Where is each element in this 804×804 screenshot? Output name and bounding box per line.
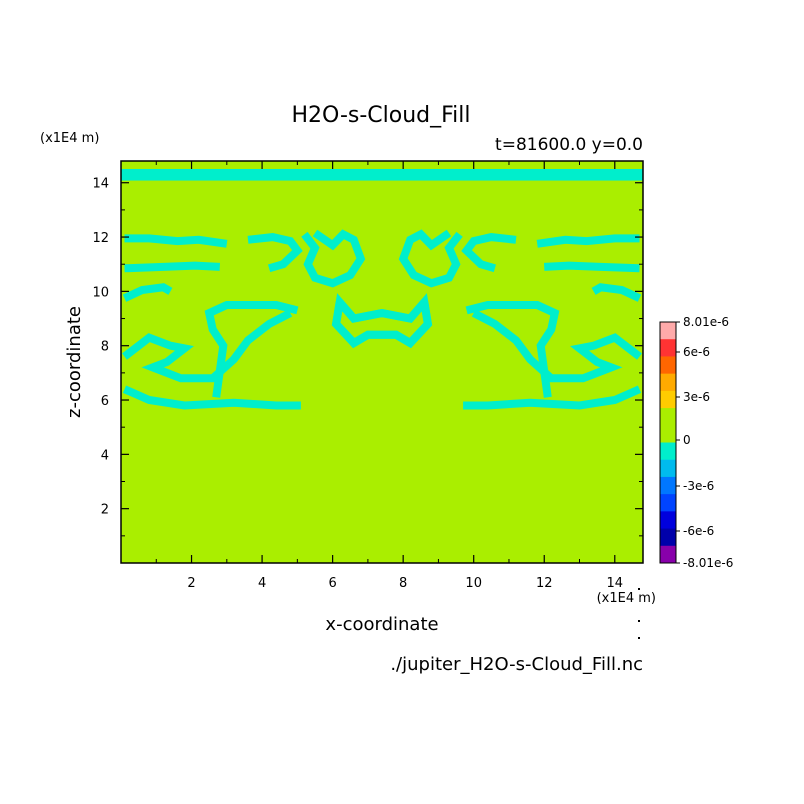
y-tick-label: 6 [101,394,109,409]
field-feature-contour [301,229,366,288]
y-axis-ticks: 2 4 6 8 10 12 14 [92,177,643,537]
field-feature-contour [331,293,433,349]
corner-dot [638,588,640,590]
field-feature-contour [398,229,463,288]
colorbar-swatch [660,545,676,564]
field-feature-contour [591,283,642,302]
field-feature-contour [247,233,303,273]
colorbar-swatch [660,390,676,409]
colorbar-tick-label: 6e-6 [683,345,710,359]
y-tick-label: 8 [101,340,109,355]
y-tick-label: 12 [92,231,109,246]
colorbar-swatch [660,528,676,547]
x-tick-label: 10 [465,576,482,591]
colorbar-tick-label: 3e-6 [683,390,710,404]
field-feature-contour [124,261,221,273]
colorbar-swatch [660,373,676,392]
field-feature-contour [465,301,560,398]
chart-subtitle: t=81600.0 y=0.0 [495,135,643,155]
corner-dot [638,620,640,622]
colorbar-swatch [660,356,676,375]
colorbar-swatch [660,494,676,512]
field-feature-contour [461,233,517,273]
colorbar-swatch [660,476,676,495]
field-feature-contour [543,261,640,273]
x-tick-label: 8 [399,576,407,591]
field-feature-contour [122,385,301,410]
field-feature-contour [204,301,299,398]
corner-dots [638,588,640,639]
field-feature-contour [124,234,228,248]
field-feature-contour [122,283,173,302]
x-tick-label: 2 [187,576,195,591]
corner-dot [638,637,640,639]
y-unit-label: (x1E4 m) [40,131,99,146]
x-tick-label: 14 [607,576,624,591]
y-tick-label: 2 [101,503,109,518]
colorbar-swatch [660,425,676,443]
y-tick-label: 4 [101,448,109,463]
field-feature-contour [122,309,293,383]
x-unit-label: (x1E4 m) [597,591,656,606]
colorbar-swatch [660,322,676,340]
chart-title: H2O-s-Cloud_Fill [291,103,470,128]
colorbar-swatch [660,511,676,530]
colorbar-swatch [660,459,676,478]
colorbar-tick-label: -6e-6 [683,524,714,538]
colorbar-tick-label: 0 [683,433,691,447]
source-file-label: ./jupiter_H2O-s-Cloud_Fill.nc [390,654,643,675]
x-tick-label: 4 [258,576,266,591]
plot-frame [120,160,644,564]
field-background [121,161,643,563]
colorbar: 8.01e-6 6e-6 3e-6 0 -3e-6 -6e-6 -8.01e-6 [659,315,733,570]
colorbar-tick-label: 8.01e-6 [683,315,729,329]
colorbar-swatch [660,339,676,357]
x-tick-label: 6 [328,576,336,591]
colorbar-swatch [660,408,676,426]
plot-area [120,160,644,564]
x-tick-label: 12 [536,576,553,591]
field-feature-contour [463,385,642,410]
colorbar-swatch [660,442,676,461]
x-axis-ticks: 2 4 6 8 10 12 14 [155,161,624,591]
colorbar-frame [659,321,677,564]
y-tick-label: 14 [92,177,109,192]
field-feature-contour [471,309,642,383]
field-feature-contour [536,234,640,248]
y-axis-label: z-coordinate [64,306,85,418]
field-band-top [121,169,643,181]
colorbar-tick-label: -8.01e-6 [683,556,733,570]
colorbar-tick-label: -3e-6 [683,479,714,493]
x-axis-label: x-coordinate [325,614,438,635]
y-tick-label: 10 [92,285,109,300]
